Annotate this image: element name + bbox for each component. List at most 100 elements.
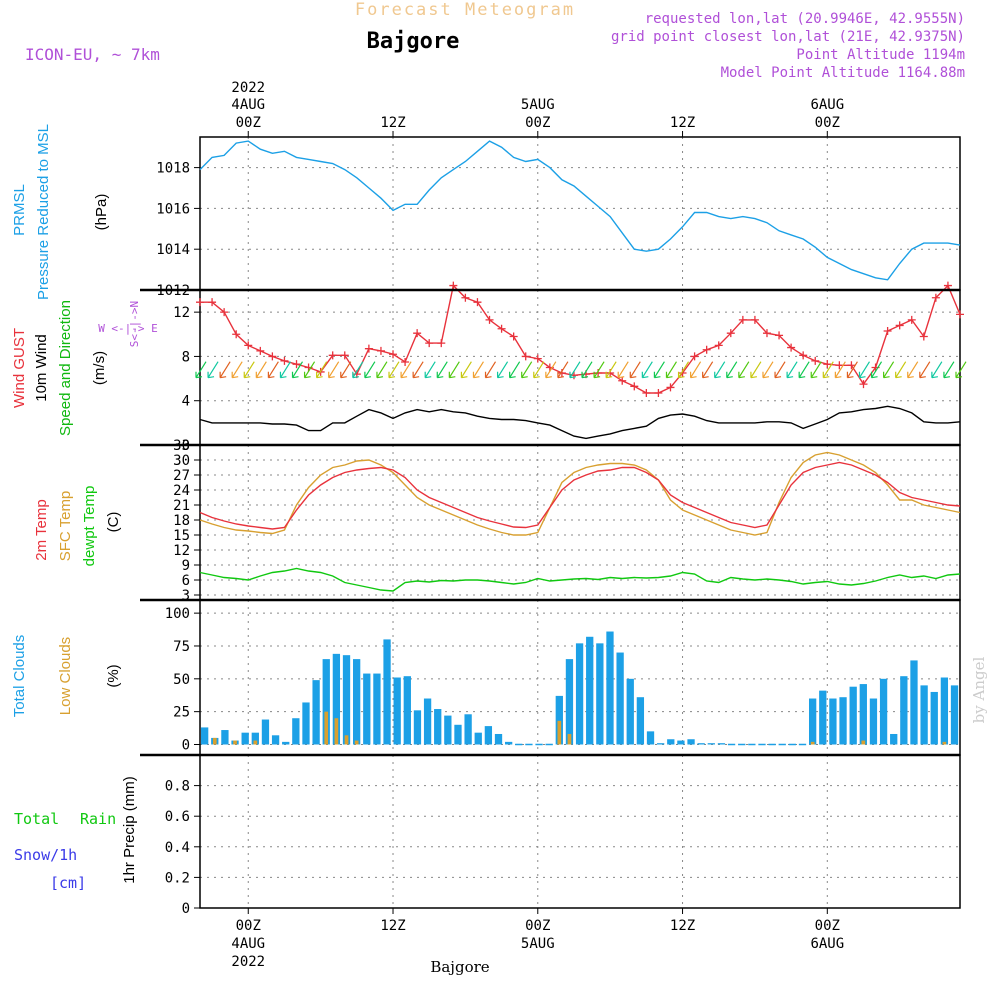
wind-gust-line-point bbox=[811, 356, 820, 365]
wind-gust-line-point bbox=[907, 315, 916, 324]
wind-gust-line-point bbox=[497, 324, 506, 333]
bottom-date-label: 4AUG bbox=[231, 936, 265, 952]
y-tick-label: 18 bbox=[173, 513, 190, 529]
low-cloud-bar bbox=[810, 741, 815, 745]
wind-direction-arrow bbox=[677, 361, 690, 379]
total-cloud-bar bbox=[444, 715, 452, 745]
wind-gust-line-point bbox=[702, 345, 711, 354]
total-cloud-bar bbox=[312, 680, 320, 745]
low-cloud-bar bbox=[253, 740, 258, 745]
wind-direction-arrow bbox=[316, 361, 328, 379]
wind-gust-line-point bbox=[787, 343, 796, 352]
low-cloud-bar bbox=[334, 718, 339, 745]
wind-gust-line-point bbox=[750, 315, 759, 324]
low-cloud-bar bbox=[354, 740, 359, 745]
wind-direction-arrow bbox=[762, 361, 774, 379]
y-tick-label: 1018 bbox=[156, 161, 190, 177]
wind-gust-line-point bbox=[847, 361, 856, 370]
wind-direction-arrow bbox=[521, 361, 533, 379]
snow-label: Snow/1h bbox=[14, 846, 77, 864]
total-cloud-bar bbox=[322, 659, 330, 745]
top-time-axis: 00Z 4AUG 12Z 00Z 5AUG 12Z 00Z 6AUG 2022 bbox=[231, 80, 844, 137]
total-cloud-bar bbox=[697, 743, 705, 745]
y-tick-label: 3 bbox=[182, 588, 190, 604]
y-tick-label: 9 bbox=[182, 558, 190, 574]
wind-gust-line-point bbox=[292, 360, 301, 369]
total-cloud-bar bbox=[636, 697, 645, 745]
total-cloud-bar bbox=[667, 739, 675, 745]
wind-gust-line-point bbox=[256, 346, 265, 355]
bottom-tick-label: 12Z bbox=[380, 918, 405, 934]
wind-gust-line-point bbox=[364, 344, 373, 353]
wind-gust-line-point bbox=[208, 298, 217, 307]
total-cloud-label: Total Clouds bbox=[11, 635, 28, 718]
total-cloud-bar bbox=[454, 724, 462, 745]
total-cloud-bar bbox=[302, 702, 310, 745]
total-cloud-bar bbox=[596, 643, 604, 745]
wind-gust-line-point bbox=[280, 356, 289, 365]
temp-unit: (C) bbox=[105, 512, 122, 533]
wind-label: 10m Wind bbox=[33, 334, 50, 402]
wind-gust-line-point bbox=[714, 341, 723, 350]
bottom-year-label: 2022 bbox=[231, 954, 265, 970]
total-cloud-bar bbox=[201, 727, 209, 745]
wind-gust-line-point bbox=[449, 281, 458, 290]
wind-direction-arrow bbox=[267, 361, 279, 379]
top-tick-label: 00Z bbox=[236, 115, 261, 131]
total-cloud-bar bbox=[809, 698, 817, 745]
total-cloud-bar bbox=[819, 690, 827, 745]
total-cloud-bar bbox=[940, 677, 949, 745]
wind-direction-arrow bbox=[424, 361, 436, 379]
wind-direction-arrow bbox=[690, 361, 702, 379]
wind-direction-arrow bbox=[364, 361, 376, 379]
total-cloud-bar bbox=[606, 631, 614, 745]
rain-label: Rain bbox=[80, 810, 116, 828]
wind-direction-arrow bbox=[400, 361, 412, 379]
wind-direction-arrow bbox=[846, 361, 858, 379]
y-tick-label: 1016 bbox=[156, 201, 190, 217]
requested-coords: requested lon,lat (20.9946E, 42.9555N) bbox=[645, 11, 965, 27]
y-tick-label: 12 bbox=[173, 543, 190, 559]
wind-direction-arrow bbox=[629, 361, 641, 379]
wind-direction-arrow bbox=[291, 361, 304, 379]
wind-direction-arrow bbox=[617, 361, 629, 379]
top-tick-label: 12Z bbox=[380, 115, 405, 131]
low-cloud-bar bbox=[324, 711, 329, 745]
total-cloud-bar bbox=[707, 743, 715, 745]
wind-direction-arrow bbox=[810, 361, 822, 379]
prmsl-label: PRMSL bbox=[11, 184, 28, 236]
low-cloud-bar bbox=[233, 740, 237, 745]
prmsl-desc: Pressure Reduced to MSL bbox=[35, 124, 52, 300]
y-tick-label: 0.4 bbox=[165, 840, 190, 856]
wind-direction-arrow bbox=[858, 361, 871, 379]
total-cloud-bar bbox=[930, 691, 938, 745]
credit: by Angel bbox=[970, 656, 988, 723]
wind-direction-arrow bbox=[569, 361, 581, 379]
total-cloud-bar bbox=[575, 643, 584, 745]
model-label: ICON-EU, ~ 7km bbox=[25, 45, 160, 64]
wind-direction-arrow bbox=[231, 361, 243, 379]
wind-direction-arrow bbox=[738, 361, 750, 379]
y-tick-label: 0.2 bbox=[165, 870, 190, 886]
total-cloud-bar bbox=[464, 714, 472, 745]
wind-direction-arrow bbox=[243, 361, 255, 379]
total-cloud-bar bbox=[332, 653, 341, 745]
panel-frame bbox=[199, 444, 961, 601]
wind-direction-arrow bbox=[279, 361, 291, 379]
total-cloud-bar bbox=[677, 740, 685, 745]
wind-gust-line-point bbox=[485, 315, 494, 324]
wind-speed-line bbox=[199, 405, 961, 440]
compass-h: W <-|-> E bbox=[98, 322, 158, 335]
low-cloud-bar bbox=[942, 741, 947, 745]
wind-direction-arrow bbox=[919, 361, 931, 379]
wind-gust-line-point bbox=[859, 380, 868, 389]
wind-gust-line-point bbox=[376, 346, 385, 355]
footer-location: Bajgore bbox=[430, 958, 489, 976]
total-cloud-bar bbox=[616, 652, 624, 745]
total-cloud-bar bbox=[555, 695, 563, 745]
low-cloud-label: Low Clouds bbox=[57, 637, 74, 715]
wind-direction-arrow bbox=[798, 361, 810, 379]
wind-direction-arrow bbox=[665, 361, 677, 379]
wind-direction-arrow bbox=[436, 361, 448, 379]
total-cloud-bar bbox=[910, 660, 918, 745]
